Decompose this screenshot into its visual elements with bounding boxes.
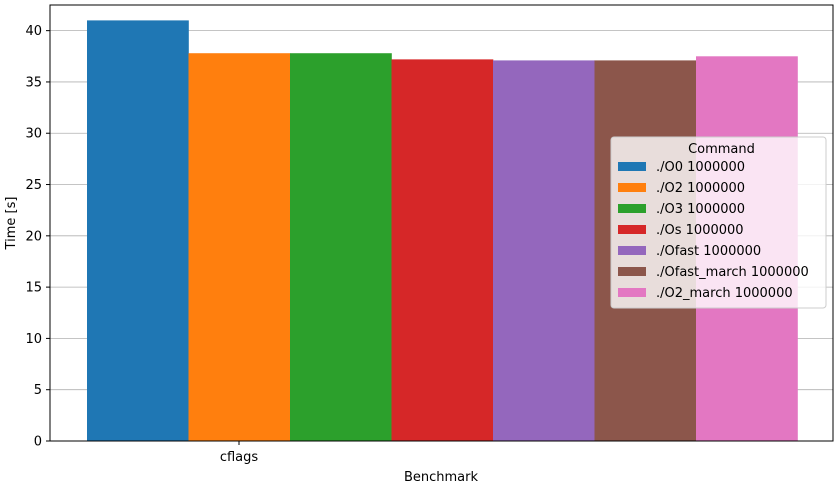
y-tick-label: 5 [34,383,42,398]
legend-item-label: ./Os 1000000 [656,223,744,238]
legend-box [610,136,827,309]
y-tick-label: 25 [25,178,42,193]
legend-title: Command [688,142,755,157]
legend-swatch [618,246,646,255]
y-tick-label: 35 [25,75,42,90]
bar-5 [493,60,595,442]
y-tick-label: 0 [34,435,42,450]
bar-2 [188,53,291,442]
legend-item-label: ./Ofast_march 1000000 [656,265,809,280]
legend-swatch [618,225,646,234]
y-tick-label: 15 [25,281,42,296]
legend-item-label: ./O3 1000000 [656,202,745,217]
y-tick-label: 20 [25,229,42,244]
y-tick-label: 30 [25,127,42,142]
x-axis: cflags [220,441,259,465]
legend-swatch [618,183,646,192]
x-axis-title: Benchmark [404,470,479,485]
legend-item-label: ./O0 1000000 [656,160,745,175]
legend: Command ./O0 1000000 ./O2 1000000 ./O3 1000… [610,136,827,309]
bar-1 [87,20,189,441]
legend-item-label: ./O2 1000000 [656,181,745,196]
plot-frame [49,4,834,442]
y-axis: 0 5 10 15 20 25 30 35 40 [25,24,50,450]
legend-swatch [618,204,646,213]
y-axis-title: Time [s] [4,197,19,251]
legend-swatch [618,162,646,171]
legend-swatch [618,288,646,297]
x-tick-label: cflags [220,450,259,465]
legend-item-label: ./Ofast 1000000 [656,244,761,259]
y-tick-label: 40 [25,24,42,39]
legend-swatch [618,267,646,276]
bar-4 [391,59,494,441]
legend-item-label: ./O2_march 1000000 [656,286,793,301]
y-tick-label: 10 [25,332,42,347]
bar-3 [290,53,392,442]
